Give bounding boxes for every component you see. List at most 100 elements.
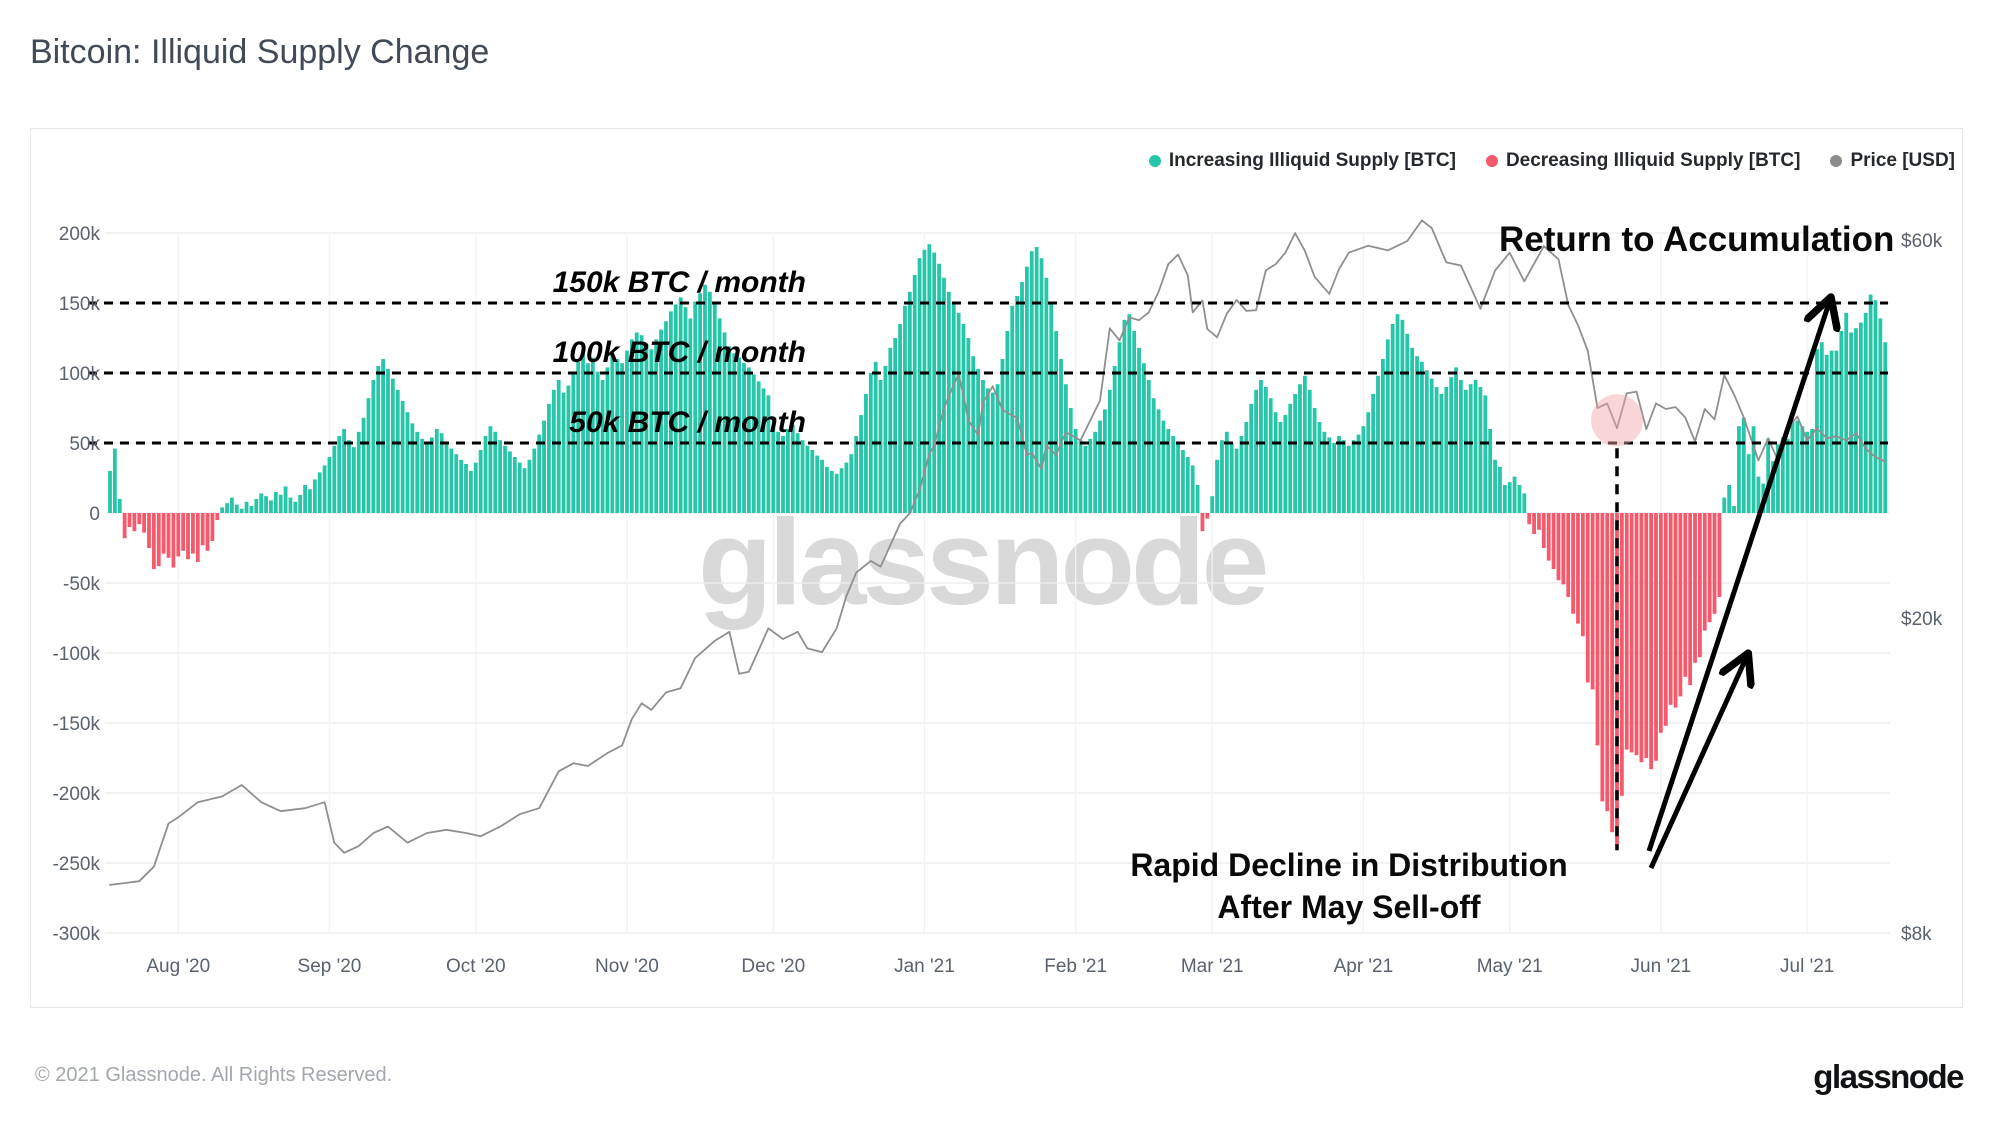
increasing-bar — [1785, 438, 1790, 513]
increasing-bar — [1317, 422, 1322, 513]
increasing-bar — [376, 366, 381, 513]
increasing-bar — [1751, 426, 1756, 513]
increasing-bar — [1049, 303, 1054, 513]
decreasing-bar — [1707, 513, 1712, 623]
increasing-bar — [468, 471, 473, 513]
increasing-bar — [1034, 247, 1039, 513]
increasing-bar — [1444, 387, 1449, 513]
decreasing-bar — [127, 513, 132, 527]
decreasing-bar — [1585, 513, 1590, 683]
increasing-bar — [283, 486, 288, 513]
increasing-bar — [400, 401, 405, 513]
increasing-bar — [1078, 440, 1083, 513]
increasing-bar — [1244, 422, 1249, 513]
increasing-bar — [1020, 282, 1024, 513]
increasing-bar — [1780, 437, 1785, 513]
increasing-bar — [898, 324, 902, 513]
selloff-circle-highlight — [1590, 394, 1643, 447]
decreasing-bar — [156, 513, 161, 567]
y-axis-tick-left: 200k — [59, 224, 101, 245]
decreasing-bar — [1683, 513, 1688, 677]
increasing-bar — [1073, 429, 1078, 513]
increasing-bar — [1088, 438, 1093, 513]
increasing-bar — [1385, 339, 1390, 513]
decreasing-bar — [166, 513, 171, 558]
decreasing-bar — [1205, 513, 1210, 519]
increasing-bar — [239, 508, 244, 513]
increasing-bar — [1039, 258, 1044, 513]
increasing-bar — [1210, 496, 1215, 513]
increasing-bar — [1220, 440, 1224, 513]
legend-item-decreasing[interactable]: Decreasing Illiquid Supply [BTC] — [1485, 150, 1800, 172]
increasing-bar — [288, 497, 293, 513]
decreasing-bar — [1639, 513, 1644, 763]
increasing-bar — [868, 373, 873, 513]
increasing-bar — [1298, 384, 1302, 513]
increasing-bar — [1346, 445, 1351, 513]
increasing-bar — [542, 420, 546, 513]
increasing-bar — [615, 359, 620, 513]
increasing-bar — [800, 440, 805, 513]
increasing-bar — [590, 357, 595, 513]
increasing-bar — [473, 462, 478, 513]
increasing-bar — [449, 448, 454, 513]
increasing-bar — [1854, 328, 1858, 513]
increasing-bar — [937, 263, 941, 513]
increasing-bar — [873, 361, 878, 513]
legend-item-price[interactable]: Price [USD] — [1830, 150, 1955, 172]
increasing-bar — [415, 431, 420, 513]
increasing-bar — [322, 465, 327, 513]
y-axis-tick-left: -100k — [52, 644, 100, 665]
increasing-bar — [971, 356, 976, 513]
increasing-bar — [1190, 465, 1195, 513]
increasing-bar — [1356, 434, 1361, 513]
y-axis-tick-right: $8k — [1901, 924, 1932, 945]
increasing-bar — [605, 367, 610, 513]
legend-label: Increasing Illiquid Supply [BTC] — [1168, 150, 1456, 171]
decreasing-bar — [1532, 513, 1536, 534]
y-axis-tick-left: -250k — [52, 854, 100, 875]
increasing-bar — [1263, 387, 1268, 513]
increasing-bar — [1181, 450, 1185, 513]
legend-item-increasing[interactable]: Increasing Illiquid Supply [BTC] — [1148, 150, 1456, 172]
increasing-bar — [1883, 342, 1888, 513]
increasing-bar — [790, 424, 795, 513]
increasing-bar — [332, 445, 337, 513]
increasing-bar — [1473, 380, 1478, 513]
increasing-bar — [225, 503, 229, 513]
increasing-bar — [566, 385, 571, 513]
increasing-bar — [547, 403, 551, 513]
increasing-bar — [727, 346, 732, 513]
increasing-bar — [1132, 331, 1137, 513]
increasing-bar — [1229, 443, 1234, 513]
decreasing-bar — [200, 513, 205, 546]
increasing-bar — [483, 436, 488, 513]
decreasing-bar — [1678, 513, 1683, 697]
increasing-bar — [678, 297, 683, 513]
y-axis-tick-right: $60k — [1901, 231, 1943, 252]
increasing-bar — [1351, 440, 1356, 513]
increasing-bar — [1502, 485, 1507, 513]
increasing-bar — [1439, 394, 1444, 513]
y-axis-tick-left: 100k — [59, 364, 101, 385]
increasing-bar — [1454, 367, 1458, 513]
increasing-bar — [1405, 333, 1410, 513]
increasing-bar — [1185, 457, 1190, 513]
increasing-bar — [1312, 408, 1317, 513]
increasing-bar — [1424, 370, 1429, 513]
increasing-bar — [1493, 459, 1497, 513]
increasing-bar — [664, 321, 668, 513]
increasing-bar — [771, 426, 776, 513]
increasing-bar — [942, 277, 946, 513]
increasing-bar — [420, 438, 425, 513]
increasing-bar — [1420, 361, 1424, 513]
y-axis-tick-left: -50k — [63, 574, 100, 595]
increasing-bar — [1151, 398, 1156, 513]
increasing-bar — [1873, 300, 1878, 513]
increasing-bar — [112, 448, 117, 513]
x-axis-tick: Jun '21 — [1631, 956, 1692, 977]
increasing-bar — [985, 388, 990, 513]
increasing-bar — [1790, 422, 1795, 513]
increasing-bar — [381, 359, 386, 513]
